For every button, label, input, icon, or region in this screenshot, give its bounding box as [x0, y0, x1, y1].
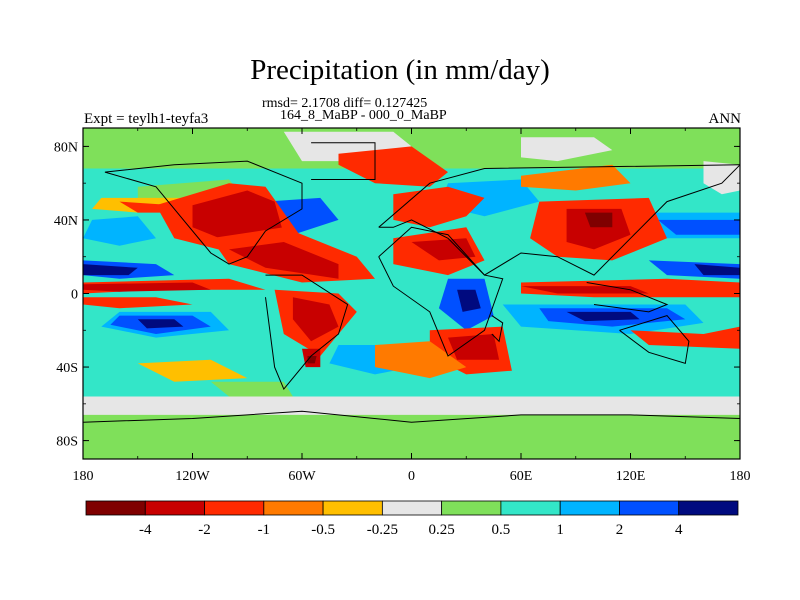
colorbar-label: -0.25 [367, 522, 398, 538]
colorbar-swatch [85, 500, 146, 516]
precip-region-2 [83, 407, 740, 459]
precip-region-36 [292, 297, 339, 342]
precip-region-32 [192, 190, 284, 242]
precip-region-10 [83, 264, 138, 276]
coastline-5 [491, 315, 504, 343]
lon-tick-label: 180 [730, 469, 751, 484]
colorbar-swatch [441, 500, 502, 516]
lon-tick-label: 180 [73, 469, 94, 484]
precip-region-12 [694, 264, 740, 276]
colorbar-label: -2 [198, 522, 211, 538]
colorbar-swatch [381, 500, 443, 516]
precip-region-30 [83, 297, 193, 309]
coastline-3 [378, 164, 740, 276]
colorbar-label: 2 [616, 522, 624, 538]
plot-title: Precipitation (in mm/day) [250, 54, 550, 86]
precip-region-54 [210, 381, 293, 397]
precip-region-15 [137, 319, 184, 329]
season-label: ANN [708, 111, 742, 127]
colorbar-label: 4 [675, 522, 683, 538]
precip-region-44 [448, 334, 500, 360]
precip-region-51 [521, 164, 631, 191]
coastline-2 [311, 142, 376, 180]
precip-region-42 [411, 238, 476, 261]
coastline-0 [104, 160, 303, 265]
colorbar-swatch [559, 500, 620, 516]
precip-region-29 [83, 282, 211, 292]
lon-tick-label: 60W [288, 469, 316, 484]
lat-tick-label: 0 [71, 288, 78, 303]
latitude-axis: 80N 40N 0 40S 80S [54, 140, 740, 450]
coastline-6 [619, 315, 690, 365]
experiment-label: Expt = teylh1-teyfa3 [84, 111, 209, 127]
precip-region-3 [83, 396, 740, 415]
precip-region-47 [584, 212, 613, 228]
colorbar-label: -4 [139, 522, 152, 538]
colorbar: -4 -2 -1 -0.5 -0.25 0.25 0.5 1 2 4 [85, 500, 739, 538]
coastline-1 [265, 274, 349, 391]
precip-region-53 [137, 359, 248, 382]
colorbar-swatch [263, 500, 324, 516]
lon-tick-label: 0 [408, 469, 415, 484]
colorbar-swatch [144, 500, 205, 516]
longitude-axis: 180 120W 60W 0 60E 120E 180 [73, 128, 751, 484]
precip-region-40 [393, 186, 485, 228]
colorbar-label: 0.25 [429, 522, 455, 538]
colorbar-label: -0.5 [311, 522, 335, 538]
lon-tick-label: 120W [175, 469, 210, 484]
precip-region-22 [457, 289, 481, 312]
colorbar-swatch [619, 500, 680, 516]
colorbar-label: 1 [556, 522, 564, 538]
coastlines [83, 142, 740, 423]
precip-region-52 [375, 341, 467, 379]
lat-tick-label: 80N [54, 140, 78, 155]
stats-text: rmsd= 2.1708 diff= 0.127425 [262, 96, 428, 111]
precip-region-25 [657, 219, 740, 235]
lon-tick-label: 60E [510, 469, 533, 484]
lat-tick-label: 80S [56, 435, 78, 450]
colorbar-label: -1 [258, 522, 271, 538]
coastline-4 [378, 226, 504, 357]
precip-region-8 [83, 216, 156, 246]
precip-region-39 [338, 146, 448, 187]
precip-region-18 [566, 311, 640, 322]
coastline-7 [586, 282, 669, 313]
precip-region-34 [229, 242, 339, 279]
colorbar-swatch [322, 500, 383, 516]
lat-tick-label: 40N [54, 214, 78, 229]
comparison-text: 164_8_MaBP - 000_0_MaBP [280, 108, 447, 123]
colorbar-swatch [500, 500, 561, 516]
colorbar-label: 0.5 [492, 522, 511, 538]
lon-tick-label: 120E [616, 469, 646, 484]
colorbar-swatch [678, 500, 739, 516]
colorbar-swatch [204, 500, 265, 516]
lat-tick-label: 40S [56, 361, 78, 376]
precip-region-46 [566, 208, 631, 250]
coastline-8 [83, 410, 740, 423]
precip-region-5 [521, 137, 613, 162]
precipitation-field [83, 128, 740, 459]
